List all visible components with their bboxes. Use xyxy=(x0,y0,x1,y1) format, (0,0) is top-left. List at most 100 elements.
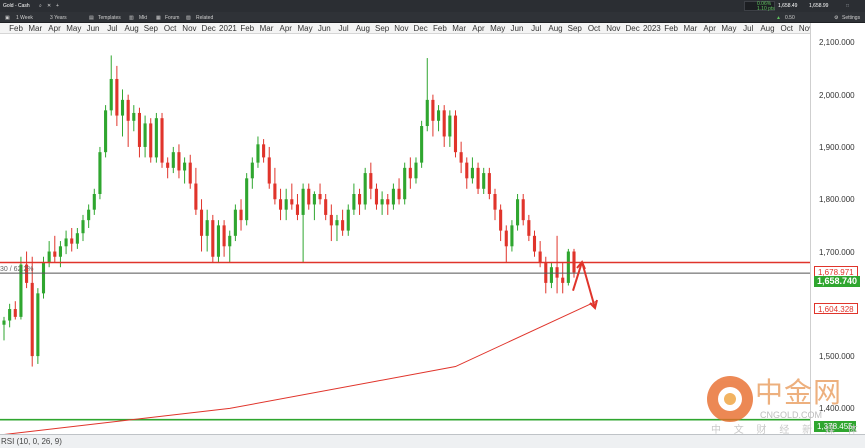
watermark-brand-cn: 中金网 xyxy=(755,376,843,409)
watermark-brand-en: CNGOLD.COM xyxy=(760,410,823,420)
templates-button[interactable]: Templates xyxy=(98,15,121,21)
candle-body xyxy=(482,173,486,189)
time-axis-label: Dec xyxy=(625,24,640,33)
price-axis-label: 1,500.000 xyxy=(819,352,855,362)
candle-body xyxy=(538,251,542,262)
candle-body xyxy=(183,162,187,171)
forum-button[interactable]: Forum xyxy=(165,15,180,21)
mkt-icon[interactable]: ▥ xyxy=(129,15,134,21)
candle-body xyxy=(126,99,130,121)
candle-body xyxy=(380,199,384,205)
candle-body xyxy=(267,157,271,184)
candle-body xyxy=(120,99,125,116)
candle-body xyxy=(115,78,119,116)
candle-body xyxy=(561,277,565,283)
candle-body xyxy=(256,144,260,163)
candle-body xyxy=(47,251,51,262)
candle-body xyxy=(397,188,401,200)
candle-body xyxy=(149,123,153,158)
moving-average-price-tag: 1,604.328 xyxy=(814,303,858,314)
candle-body xyxy=(70,238,74,244)
candle-body xyxy=(154,118,158,158)
candle-body xyxy=(549,267,553,283)
time-axis-label: May xyxy=(490,24,506,33)
mkt-button[interactable]: Mkt xyxy=(139,15,148,21)
candle-body xyxy=(64,238,68,247)
candle-body xyxy=(346,209,350,231)
time-axis-label: Sep xyxy=(567,24,582,33)
templates-icon[interactable]: ▤ xyxy=(89,15,94,21)
candle-body xyxy=(437,110,441,121)
candle-body xyxy=(532,235,537,252)
candle-body xyxy=(425,99,429,127)
chart-toolbar: ▣ 1 Week 3 Years ▤ Templates ▥ Mkt ▦ For… xyxy=(0,12,865,23)
candle-body xyxy=(341,220,345,231)
candle-body xyxy=(453,115,458,153)
candle-body xyxy=(459,152,463,163)
price-axis-label: 1,400.000 xyxy=(819,404,855,414)
settings-button[interactable]: Settings xyxy=(842,15,861,21)
candle-body xyxy=(493,194,497,210)
change-percent: 0.06% xyxy=(757,1,772,7)
time-axis-label: Mar xyxy=(452,24,467,33)
price-axis-label: 1,800.000 xyxy=(819,195,855,205)
close-tab-icon[interactable]: ✕ xyxy=(47,3,52,9)
ask-price[interactable]: 1,658.99 xyxy=(809,3,829,9)
candle-body xyxy=(13,309,17,317)
candle-body xyxy=(470,167,474,179)
candle-body xyxy=(211,220,215,257)
candle-body xyxy=(329,214,333,226)
candle-body xyxy=(75,233,79,244)
related-button[interactable]: Related xyxy=(196,15,214,21)
time-axis-label: Mar xyxy=(28,24,43,33)
candle-body xyxy=(228,235,232,247)
candle-body xyxy=(312,194,316,205)
candle-body xyxy=(476,167,480,189)
forum-icon[interactable]: ▦ xyxy=(156,15,161,21)
candle-body xyxy=(307,188,311,205)
candle-body xyxy=(499,209,503,231)
related-icon[interactable]: ▧ xyxy=(186,15,191,21)
time-axis-label: Mar xyxy=(683,24,698,33)
candle-body xyxy=(566,251,570,283)
candle-body xyxy=(58,246,62,257)
candle-body xyxy=(137,112,141,147)
window-controls[interactable]: □ xyxy=(846,3,850,9)
range-selector[interactable]: 3 Years xyxy=(50,15,67,21)
candle-body xyxy=(41,261,46,294)
candle-body xyxy=(104,110,108,153)
price-axis[interactable]: 1,678.971 1,658.740 1,604.328 1,378.455 … xyxy=(810,23,865,434)
candle-body xyxy=(81,220,85,234)
instrument-name[interactable]: Gold - Cash xyxy=(3,3,30,9)
candle-body xyxy=(487,173,491,194)
time-axis[interactable]: Feb Mar Apr May Jun Jul Aug Sep Oct Nov Dec 2021 Feb… xyxy=(0,23,814,34)
time-axis-label: Jun xyxy=(317,24,331,33)
gear-icon[interactable]: ⚙ xyxy=(834,15,839,21)
interval-selector[interactable]: 1 Week xyxy=(16,15,33,21)
time-axis-label: Nov xyxy=(798,24,814,33)
time-axis-label: 2021 xyxy=(219,24,237,33)
candle-body xyxy=(132,112,136,121)
time-axis-label: Oct xyxy=(163,24,177,33)
add-tab-icon[interactable]: + xyxy=(56,3,59,9)
candle-body xyxy=(391,188,395,205)
time-axis-label: Mar xyxy=(259,24,274,33)
rsi-indicator-label[interactable]: RSI (10, 0, 26, 9) xyxy=(1,437,62,446)
time-axis-label: Sep xyxy=(374,24,390,33)
candle-body xyxy=(222,225,226,247)
candle-body xyxy=(374,188,379,205)
candle-body xyxy=(431,99,435,121)
search-icon[interactable]: ⌕ xyxy=(39,3,42,9)
time-axis-label: Jun xyxy=(510,24,524,33)
time-axis-label: Feb xyxy=(240,24,255,33)
price-axis-label: 1,700.000 xyxy=(819,247,855,257)
candle-body xyxy=(278,199,283,210)
candle-body xyxy=(414,162,418,179)
interval-icon[interactable]: ▣ xyxy=(5,15,10,21)
candle-body xyxy=(25,264,29,283)
candle-body xyxy=(504,230,508,247)
sell-price-box[interactable]: 0.06% 1.10 pts xyxy=(744,1,775,12)
bid-price[interactable]: 1,658.49 xyxy=(778,3,798,9)
price-chart[interactable]: 30 / 62.2% xyxy=(0,34,810,434)
